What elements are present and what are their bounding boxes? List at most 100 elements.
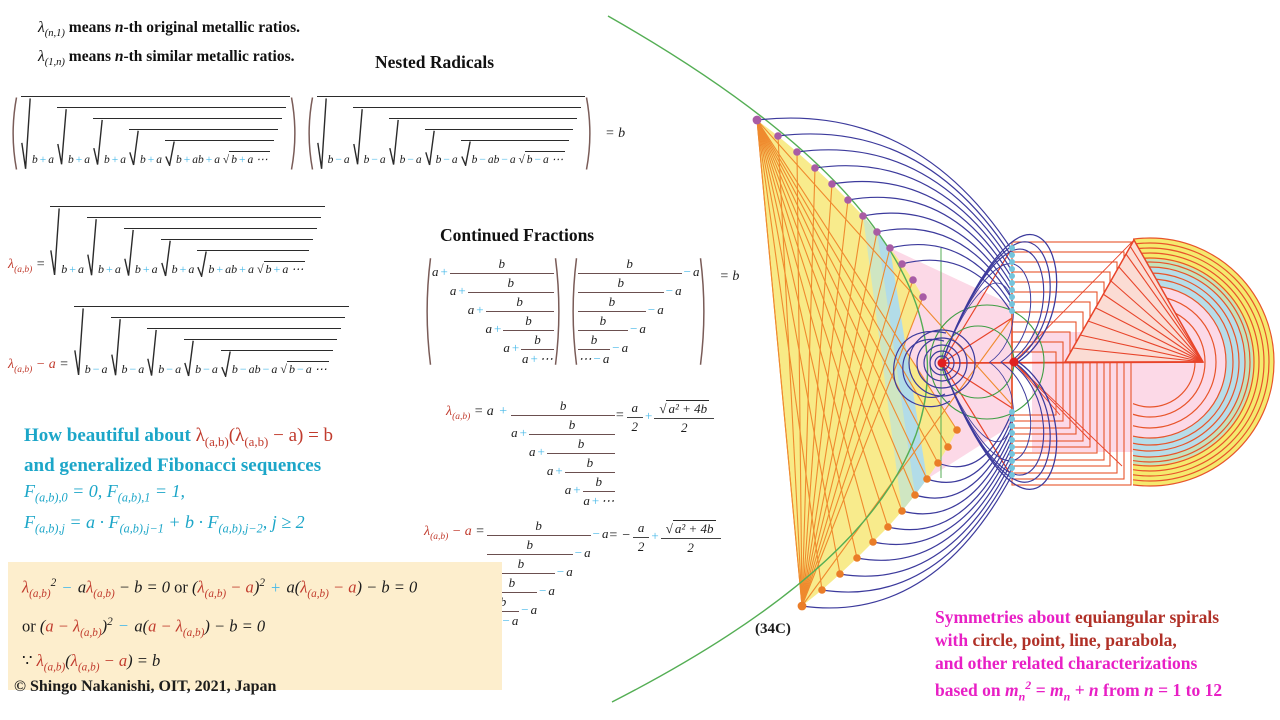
math-token: b xyxy=(449,256,554,274)
math-token: a xyxy=(432,263,439,279)
lambda-minus-a-label: λ(a,b) − a = xyxy=(424,524,485,542)
math-token: b + a b + a b + ab + a √ b + a ⋯ xyxy=(104,129,278,166)
math-token: b xyxy=(617,275,624,290)
math-token: a xyxy=(530,601,538,617)
math-token: a xyxy=(451,154,458,166)
math-token: F xyxy=(106,480,118,501)
math-token: + xyxy=(458,282,466,298)
math-token: b − a √ b − a ⋯ xyxy=(494,151,566,166)
math-token: (a,b) xyxy=(244,433,269,449)
math-token: b − a b − a b − a b − ab − a √ b − a ⋯ xyxy=(110,317,345,377)
nested-radical-plus: b + a b + a b + a b + a b + ab + a √ b + a ⋯ xyxy=(47,206,326,277)
math-token: b a + b a + b a + ⋯ xyxy=(546,436,616,509)
math-token: − xyxy=(58,577,76,597)
math-token: from xyxy=(1098,680,1145,701)
caption-line-3: and other related characterizations xyxy=(935,652,1222,675)
radical-hook-icon xyxy=(50,207,60,277)
math-token: b xyxy=(498,256,506,271)
math-token: b xyxy=(564,455,616,473)
math-token: b xyxy=(486,575,538,593)
math-token: − xyxy=(683,263,691,279)
note-line-2: λ(1,n) means n-th similar metallic ratio… xyxy=(38,45,300,74)
math-token: or xyxy=(22,616,36,636)
math-token: b + a b + ab + a √ b + a ⋯ xyxy=(140,140,274,166)
math-token: λ xyxy=(8,257,15,273)
math-token: (a,b),1 xyxy=(117,490,151,505)
math-token: − a xyxy=(555,564,573,580)
math-token: b xyxy=(595,474,603,489)
math-token: a + ⋯ xyxy=(583,492,614,509)
math-token: a − λ xyxy=(148,616,183,636)
math-token: − xyxy=(92,362,100,376)
equals-minus-sign: = − xyxy=(608,528,630,544)
math-token: (a,b),0 xyxy=(35,490,68,505)
math-token: − xyxy=(501,154,508,166)
math-token: + xyxy=(511,339,520,355)
math-token: b xyxy=(529,417,616,435)
math-token: λ xyxy=(300,577,308,597)
denominator: 2 xyxy=(681,420,688,435)
math-token: + xyxy=(591,493,600,508)
math-token: a + xyxy=(468,302,486,318)
math-token: a + xyxy=(450,283,468,299)
math-token: and generalized Fibonacci sequences xyxy=(24,455,322,477)
math-token: with xyxy=(935,629,973,650)
wedge-bands xyxy=(863,216,927,511)
math-token: ⋯ xyxy=(548,154,564,166)
math-token: = xyxy=(605,126,619,141)
radical-hook-icon xyxy=(161,240,171,277)
math-token: + xyxy=(179,262,187,276)
math-token: + xyxy=(238,154,246,166)
math-token: ) = b xyxy=(127,650,161,670)
right-paren-icon xyxy=(554,256,563,367)
math-token: + xyxy=(499,404,508,419)
radical-hook-icon xyxy=(87,218,97,277)
math-token: b xyxy=(198,154,204,166)
math-token: b xyxy=(503,313,554,331)
math-token: − xyxy=(647,301,656,317)
math-token: b − a b − a b − a b − ab − a √ b − a ⋯ xyxy=(352,107,582,166)
math-token: − xyxy=(443,154,450,166)
math-token: − a xyxy=(519,602,537,618)
math-token: b + a ⋯ xyxy=(229,151,270,166)
radical-hook-icon xyxy=(425,130,435,166)
math-token: − a xyxy=(537,583,555,599)
math-token: based on xyxy=(935,680,1006,701)
math-token: − xyxy=(297,362,304,376)
continued-fraction-identity: a + b a + b a + b a + b a + b a + ⋯ b b b b b ⋯ − a − a − a − a − a − a = … xyxy=(420,256,739,371)
math-token: = xyxy=(615,408,625,423)
math-token: b + a b + a b + ab + a √ b + a ⋯ xyxy=(93,118,282,166)
math-token: ) = b xyxy=(297,425,334,446)
math-token: λ xyxy=(22,577,30,597)
math-token: (a,b) xyxy=(452,411,471,422)
math-token: b xyxy=(525,313,532,328)
math-token: λ xyxy=(424,524,431,539)
math-token: n xyxy=(114,19,124,36)
math-token: a xyxy=(211,362,218,376)
math-token: b xyxy=(732,269,740,284)
math-token: = − xyxy=(608,528,631,543)
math-token: a + b a + ⋯ xyxy=(503,331,554,367)
math-token: b − a b − a b − a b − a b − ab − a √ b − a ⋯ xyxy=(316,96,586,171)
math-token: b + a b + a b + a b + ab + a √ b + a ⋯ xyxy=(57,107,286,166)
math-token: a + xyxy=(432,264,450,280)
caption-line-1: Symmetries about equiangular spirals xyxy=(935,606,1222,629)
math-token: b a + b a + ⋯ xyxy=(564,455,616,509)
math-token: − a xyxy=(682,264,700,280)
math-token: b xyxy=(399,154,406,166)
math-token: b xyxy=(68,154,74,166)
math-token: b xyxy=(98,262,105,276)
math-token: + xyxy=(530,351,538,366)
math-token: a + b a + b a + ⋯ xyxy=(547,455,616,509)
math-token: b − a b − a b − ab − a √ b − a ⋯ xyxy=(388,118,578,166)
math-token: (a,b) xyxy=(307,587,329,600)
continued-fraction-plus: a + b a + b a + b a + b a + b a + ⋯ xyxy=(420,256,566,371)
math-token: b + a b + ab + a √ b + a ⋯ xyxy=(160,239,314,277)
math-token: b xyxy=(608,294,616,309)
